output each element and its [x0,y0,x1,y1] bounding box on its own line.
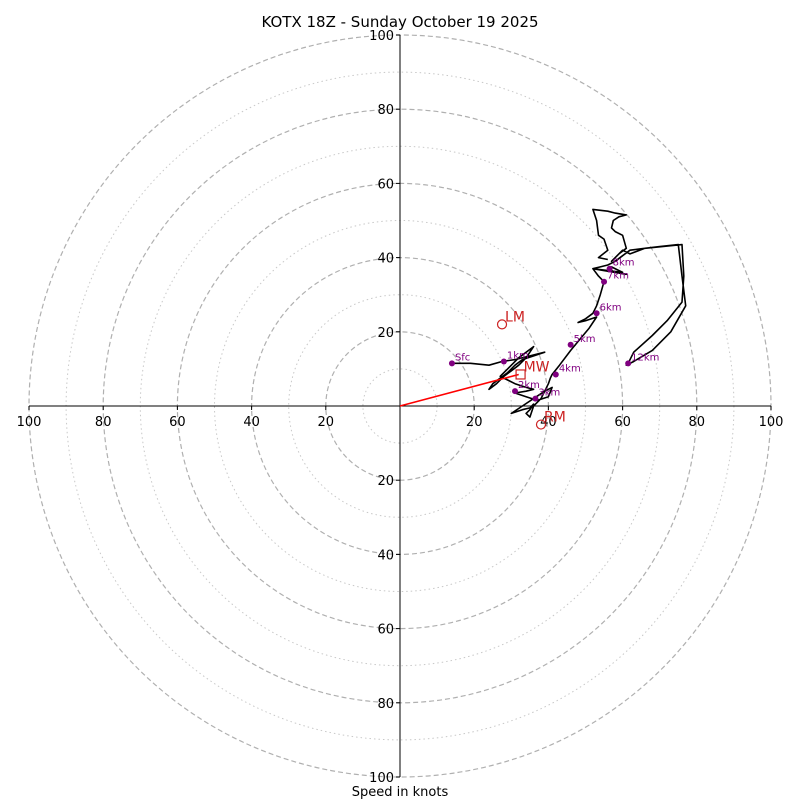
x-tick-label: 100 [759,415,784,430]
altitude-dot-4km [552,371,559,378]
altitude-label-6km: 6km [600,302,622,313]
x-tick-label: 100 [17,415,42,430]
y-tick-label: 60 [377,623,394,638]
y-tick-label: 20 [377,326,394,341]
storm-motion-label-mw: MW [524,359,550,375]
chart-title: KOTX 18Z - Sunday October 19 2025 [261,13,538,31]
storm-motion-label-lm: LM [505,309,525,325]
y-tick-label: 40 [377,252,394,267]
altitude-dot-8km [606,265,613,272]
mean-wind-vector [399,373,519,407]
x-tick-label: 80 [689,415,706,430]
x-tick-label: 40 [540,415,557,430]
altitude-dot-1km [500,358,507,365]
mean-wind-arrow [399,373,519,407]
x-tick-label: 60 [614,415,631,430]
storm-motion-marker-rm [535,419,547,430]
storm-motion-marker-lm [496,319,508,330]
altitude-label-sfc: Sfc [455,352,470,363]
x-tick-label: 80 [95,415,112,430]
x-axis-label: Speed in knots [352,785,449,800]
altitude-label-1km: 1km [507,350,529,361]
y-tick-label: 40 [377,548,394,563]
altitude-dot-7km [601,278,608,285]
altitude-dot-3km [532,395,539,402]
altitude-dot-12km [625,360,632,367]
y-tick-label: 80 [377,697,394,712]
x-tick-label: 20 [318,415,335,430]
altitude-label-2km: 2km [518,380,540,391]
y-tick-label: 100 [369,771,394,786]
y-tick-label: 20 [377,474,394,489]
altitude-dot-6km [593,310,600,317]
altitude-label-4km: 4km [559,363,581,374]
tick-labels: 100 80 60 40 20 20 40 60 80 100 100 80 60 40 20 20 40 60 8… [17,29,784,786]
altitude-dot-5km [567,341,574,348]
altitude-dot-sfc [448,360,455,367]
y-tick-label: 100 [369,29,394,44]
x-tick-label: 20 [466,415,483,430]
x-tick-label: 40 [243,415,260,430]
y-tick-label: 60 [377,177,394,192]
y-tick-label: 80 [377,103,394,118]
x-tick-label: 60 [169,415,186,430]
altitude-label-12km: 12km [631,352,659,363]
storm-motion-markers: LM RM MW [496,309,566,430]
altitude-label-3km: 3km [538,388,560,399]
storm-motion-marker-mw [515,369,526,380]
altitude-dot-2km [512,388,519,395]
storm-motion-label-rm: RM [544,410,566,426]
altitude-label-8km: 8km [613,258,635,269]
altitude-label-7km: 7km [607,271,629,282]
hodograph-trace [451,208,687,418]
altitude-label-5km: 5km [574,334,596,345]
wind-trace-line [451,208,687,418]
